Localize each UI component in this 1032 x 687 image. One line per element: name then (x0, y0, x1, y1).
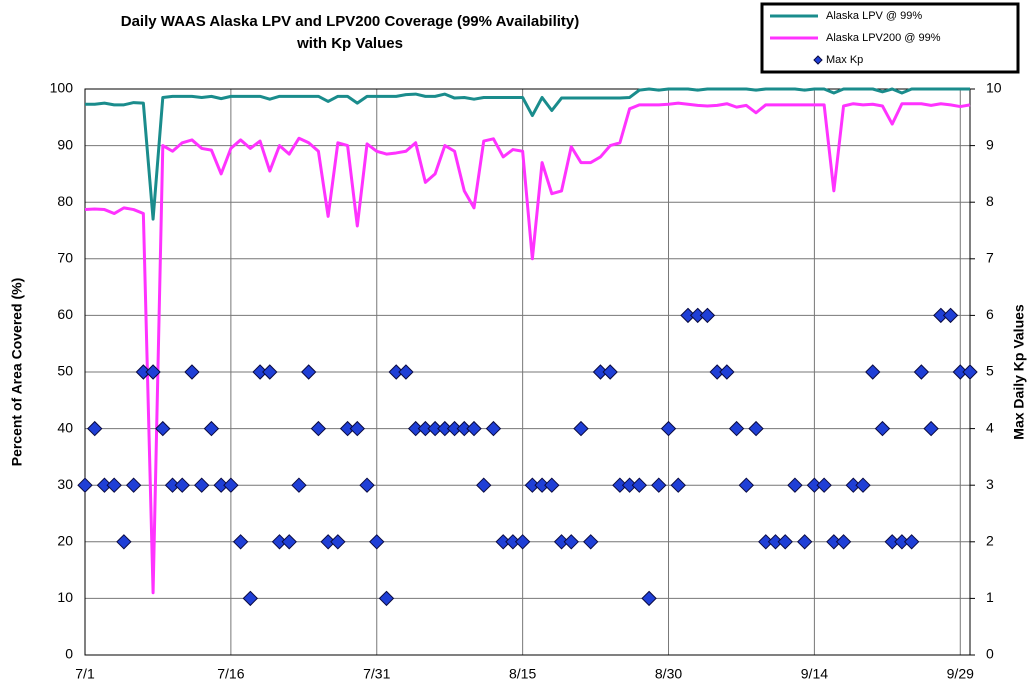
kp-marker (719, 364, 735, 380)
kp-marker (942, 307, 959, 324)
y-tick-label: 60 (57, 306, 73, 322)
y2-tick-label: 0 (986, 646, 994, 662)
kp-marker (602, 364, 618, 380)
x-tick-label: 9/14 (801, 666, 828, 682)
kp-marker (398, 364, 414, 380)
kp-marker (748, 420, 764, 437)
kp-marker (962, 364, 978, 380)
x-tick-label: 7/16 (217, 666, 244, 682)
kp-marker (903, 534, 920, 550)
kp-marker (699, 307, 716, 324)
kp-marker (262, 364, 278, 380)
y-tick-label: 90 (57, 136, 73, 152)
kp-marker (242, 590, 259, 607)
kp-marker (300, 364, 317, 380)
kp-marker (787, 477, 803, 493)
kp-marker (184, 364, 200, 380)
y2-tick-label: 6 (986, 306, 994, 322)
y-tick-label: 0 (65, 646, 73, 662)
y2-tick-label: 10 (986, 80, 1002, 96)
kp-marker (738, 477, 755, 493)
kp-marker (923, 420, 939, 437)
y2-tick-label: 4 (986, 419, 994, 435)
y-tick-label: 70 (57, 250, 73, 266)
y-tick-label: 50 (57, 363, 73, 379)
kp-marker (855, 477, 871, 493)
chart-title: Daily WAAS Alaska LPV and LPV200 Coverag… (121, 13, 580, 30)
kp-marker (573, 420, 589, 437)
y-tick-label: 20 (57, 533, 73, 549)
kp-marker (728, 420, 745, 437)
kp-marker (281, 534, 297, 550)
kp-marker (660, 420, 677, 437)
series-line (84, 101, 971, 595)
kp-marker (796, 534, 813, 550)
kp-marker (651, 477, 667, 493)
y2-tick-label: 9 (986, 136, 994, 152)
kp-marker (349, 420, 366, 437)
kp-marker (125, 477, 142, 493)
kp-marker (193, 477, 210, 493)
kp-marker (77, 477, 93, 493)
x-tick-label: 8/15 (509, 666, 536, 682)
x-tick-label: 9/29 (947, 666, 974, 682)
kp-marker (223, 477, 239, 493)
legend-label: Max Kp (826, 54, 863, 66)
kp-marker (874, 420, 891, 437)
kp-marker (87, 420, 103, 437)
y2-tick-label: 7 (986, 250, 994, 266)
kp-marker (913, 364, 930, 380)
kp-marker (563, 534, 579, 550)
y2-axis-label: Max Daily Kp Values (1011, 304, 1027, 440)
kp-marker (816, 477, 832, 493)
kp-marker (174, 477, 190, 493)
kp-marker (359, 477, 375, 493)
kp-marker (232, 534, 249, 550)
kp-marker (106, 477, 122, 493)
y-tick-label: 30 (57, 476, 73, 492)
kp-marker (466, 420, 482, 437)
kp-marker (583, 534, 599, 550)
kp-marker (544, 477, 560, 493)
y2-tick-label: 1 (986, 589, 994, 605)
y-tick-label: 100 (50, 80, 74, 96)
x-tick-label: 7/1 (75, 666, 95, 682)
y-tick-label: 80 (57, 193, 73, 209)
y-axis-label: Percent of Area Covered (%) (9, 278, 25, 467)
legend-marker (813, 55, 823, 65)
kp-marker (476, 477, 492, 493)
y-tick-label: 10 (57, 589, 73, 605)
kp-marker (777, 534, 793, 550)
kp-marker (369, 534, 385, 550)
x-tick-label: 7/31 (363, 666, 390, 682)
kp-marker (670, 477, 686, 493)
y2-tick-label: 3 (986, 476, 994, 492)
kp-marker (310, 420, 327, 437)
kp-marker (145, 364, 161, 380)
kp-marker (330, 534, 346, 550)
y2-tick-label: 2 (986, 533, 994, 549)
series-line (85, 87, 970, 221)
x-tick-label: 8/30 (655, 666, 682, 682)
kp-marker (155, 420, 171, 437)
kp-marker (203, 420, 220, 437)
kp-marker (116, 534, 132, 550)
y2-tick-label: 5 (986, 363, 994, 379)
kp-marker (631, 477, 648, 493)
kp-marker (865, 364, 881, 380)
kp-marker (835, 534, 852, 550)
kp-marker (291, 477, 307, 493)
kp-marker (641, 590, 657, 607)
legend-label: Alaska LPV200 @ 99% (826, 32, 941, 44)
legend-label: Alaska LPV @ 99% (826, 10, 922, 22)
chart-title: with Kp Values (296, 35, 403, 52)
y-tick-label: 40 (57, 419, 73, 435)
kp-marker (514, 534, 531, 550)
kp-marker (378, 590, 395, 607)
kp-marker (485, 420, 502, 437)
y2-tick-label: 8 (986, 193, 994, 209)
